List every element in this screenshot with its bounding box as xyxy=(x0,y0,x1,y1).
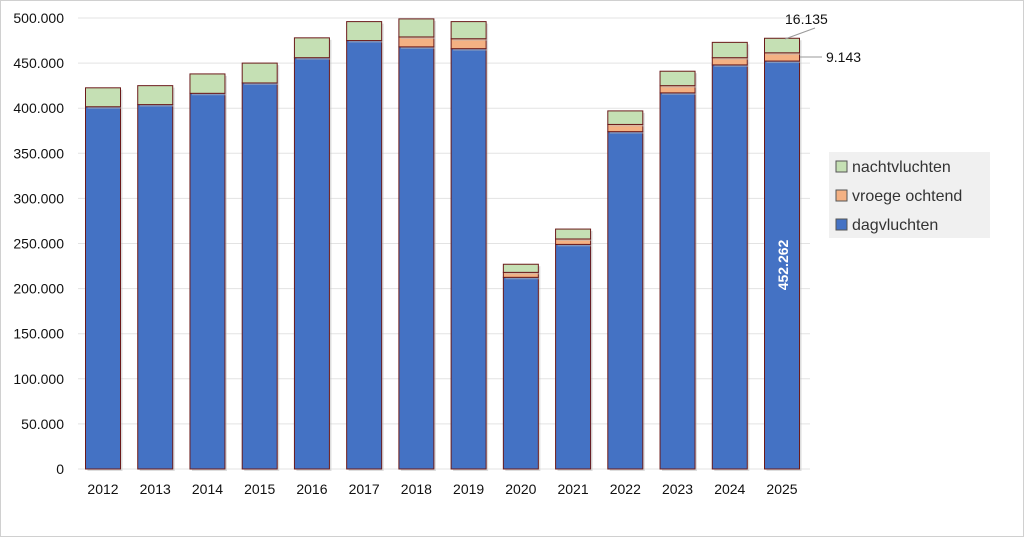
bar-group-2022 xyxy=(607,110,645,472)
legend-swatch-nachtvluchten xyxy=(835,160,848,173)
y-tick-label: 100.000 xyxy=(13,371,64,387)
bar-dagvluchten-2024 xyxy=(711,64,748,470)
x-tick-label: 2021 xyxy=(557,481,588,497)
legend-label: dagvluchten xyxy=(852,217,938,234)
annotations: 452.262 9.143 16.135 xyxy=(775,11,861,290)
bars xyxy=(85,18,802,472)
bar-group-2013 xyxy=(137,85,175,471)
y-tick-label: 300.000 xyxy=(13,190,64,206)
bar-dagvluchten-2017 xyxy=(346,40,383,470)
bar-nachtvluchten-2012 xyxy=(85,87,121,108)
y-tick-label: 50.000 xyxy=(21,416,64,432)
bar-nachtvluchten-2021 xyxy=(555,228,592,240)
bar-nachtvluchten-2014 xyxy=(189,73,226,94)
bar-nachtvluchten-2020 xyxy=(502,263,539,273)
x-tick-label: 2014 xyxy=(192,481,223,497)
legend-box xyxy=(829,152,990,238)
bar-nachtvluchten-2015 xyxy=(241,62,278,84)
x-tick-label: 2022 xyxy=(610,481,641,497)
bar-nachtvluchten-2018 xyxy=(398,18,435,38)
bar-group-2020 xyxy=(502,263,541,471)
y-tick-label: 350.000 xyxy=(13,145,64,161)
bar-nachtvluchten-2019 xyxy=(450,21,487,40)
y-tick-label: 0 xyxy=(56,461,64,477)
y-tick-label: 150.000 xyxy=(13,326,64,342)
y-tick-label: 500.000 xyxy=(13,10,64,26)
bar-dagvluchten-2023 xyxy=(659,92,696,470)
y-tick-label: 250.000 xyxy=(13,236,64,252)
x-tick-label: 2020 xyxy=(505,481,536,497)
bar-group-2024 xyxy=(711,41,750,472)
legend: nachtvluchten vroege ochtend dagvluchten xyxy=(829,152,990,238)
legend-label: nachtvluchten xyxy=(852,159,951,176)
bar-dagvluchten-2016 xyxy=(293,57,330,470)
bar-group-2021 xyxy=(555,228,593,471)
leader-night-2025 xyxy=(784,27,816,40)
bar-group-2012 xyxy=(85,87,123,471)
x-tick-label: 2013 xyxy=(140,481,171,497)
bar-nachtvluchten-2017 xyxy=(346,21,383,42)
x-tick-label: 2016 xyxy=(296,481,327,497)
bar-dagvluchten-2014 xyxy=(189,92,226,470)
legend-label: vroege ochtend xyxy=(852,188,962,205)
bar-group-2023 xyxy=(659,70,698,471)
bar-dagvluchten-2018 xyxy=(398,46,435,470)
bar-dagvluchten-2020 xyxy=(502,276,539,470)
y-tick-label: 400.000 xyxy=(13,100,64,116)
label-early-2025: 9.143 xyxy=(826,49,861,65)
legend-swatch-dagvluchten xyxy=(835,218,848,231)
bar-nachtvluchten-2024 xyxy=(711,41,748,59)
bar-group-2014 xyxy=(189,73,227,471)
bar-dagvluchten-2021 xyxy=(555,243,592,470)
legend-swatch-vroege-ochtend xyxy=(835,189,848,202)
bar-nachtvluchten-2013 xyxy=(137,85,174,106)
bar-dagvluchten-2012 xyxy=(85,106,121,470)
bar-group-2019 xyxy=(450,21,489,471)
x-tick-label: 2017 xyxy=(349,481,380,497)
bar-nachtvluchten-2025 xyxy=(764,37,800,54)
bar-nachtvluchten-2016 xyxy=(293,37,330,59)
x-tick-label: 2024 xyxy=(714,481,745,497)
label-night-2025: 16.135 xyxy=(785,11,828,27)
bar-nachtvluchten-2022 xyxy=(607,110,644,125)
y-axis-ticks: 0 50.000 100.000 150.000 200.000 250.000 300.0… xyxy=(13,10,64,477)
x-tick-label: 2015 xyxy=(244,481,275,497)
bar-nachtvluchten-2023 xyxy=(659,70,696,87)
bar-group-2016 xyxy=(293,37,332,472)
x-tick-label: 2019 xyxy=(453,481,484,497)
bar-dagvluchten-2025 xyxy=(764,60,800,470)
bar-dagvluchten-2022 xyxy=(607,131,644,470)
x-tick-label: 2018 xyxy=(401,481,432,497)
bar-group-2015 xyxy=(241,62,280,471)
bar-dagvluchten-2013 xyxy=(137,104,174,470)
y-tick-label: 200.000 xyxy=(13,281,64,297)
bar-group-2025 xyxy=(764,37,802,471)
bar-group-2017 xyxy=(346,21,384,472)
y-tick-label: 450.000 xyxy=(13,55,64,71)
x-axis-ticks: 2012 2013 2014 2015 2016 2017 2018 2019 2020 2021… xyxy=(87,481,797,497)
bar-dagvluchten-2019 xyxy=(450,48,487,470)
x-tick-label: 2025 xyxy=(766,481,797,497)
x-tick-label: 2012 xyxy=(87,481,118,497)
gridlines xyxy=(78,17,810,470)
label-day-2025: 452.262 xyxy=(775,239,791,290)
bar-group-2018 xyxy=(398,18,436,471)
bar-dagvluchten-2015 xyxy=(241,82,278,470)
x-tick-label: 2023 xyxy=(662,481,693,497)
